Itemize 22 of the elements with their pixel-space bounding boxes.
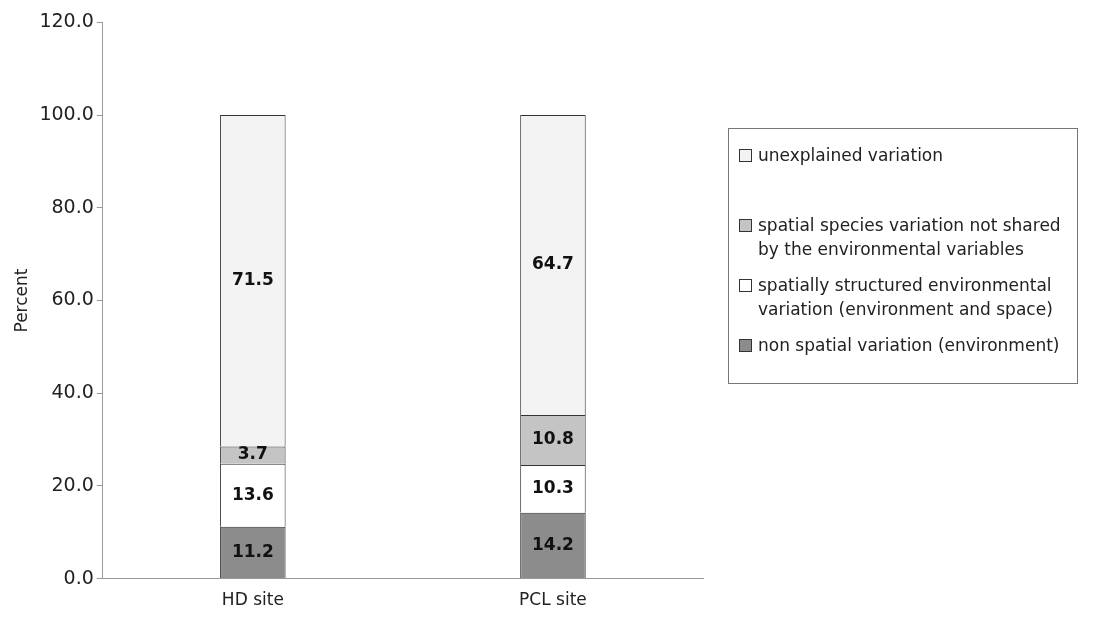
y-tick-label: 40.0	[51, 380, 94, 403]
data-label: 10.3	[531, 477, 574, 498]
legend-label: spatial species variation not shared by the environmental variables	[758, 214, 1062, 261]
data-label: 13.6	[231, 483, 274, 504]
text: spatially structured environmental variation (environment and space)	[758, 274, 1054, 321]
y-tick-label: 0.0	[63, 565, 94, 588]
y-axis-title: Percent	[10, 268, 31, 333]
y-tick-label: 120.0	[39, 9, 94, 32]
data-label: 71.5	[231, 269, 274, 290]
y-tick-label: 60.0	[51, 287, 94, 310]
text: unexplained variation	[758, 144, 944, 167]
y-tick-label: 80.0	[51, 194, 94, 217]
x-tick-label: PCL site	[519, 589, 587, 610]
y-tick-label: 20.0	[51, 472, 94, 495]
y-tick-label: 100.0	[39, 102, 94, 125]
x-tick-label: HD site	[221, 589, 284, 610]
data-label: 3.7	[237, 443, 268, 464]
data-label: 10.8	[531, 428, 574, 449]
data-label: 11.2	[231, 540, 274, 561]
data-label: 64.7	[531, 253, 574, 274]
legend-label: non spatial variation (environment)	[758, 334, 1060, 357]
data-label: 14.2	[531, 533, 574, 554]
